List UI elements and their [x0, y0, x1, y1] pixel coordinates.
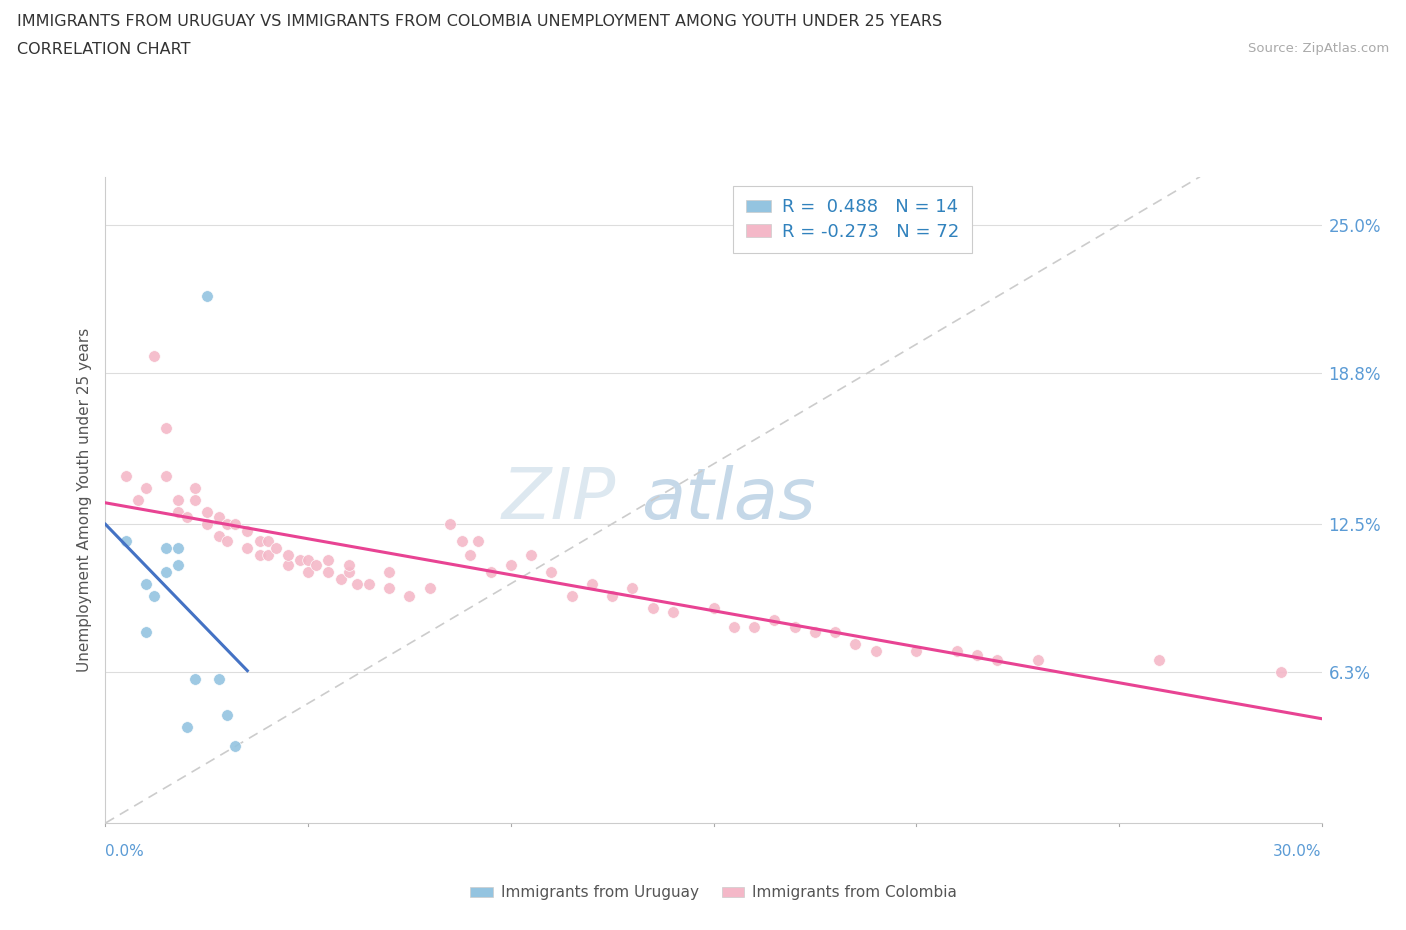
- Text: atlas: atlas: [641, 465, 815, 535]
- Point: [378, 565, 401, 579]
- Point: [337, 565, 360, 579]
- Point: [1026, 653, 1049, 668]
- Point: [581, 577, 603, 591]
- Point: [143, 588, 166, 603]
- Point: [905, 644, 928, 658]
- Legend: Immigrants from Uruguay, Immigrants from Colombia: Immigrants from Uruguay, Immigrants from…: [464, 879, 963, 907]
- Text: ZIP: ZIP: [502, 465, 616, 535]
- Point: [114, 533, 136, 548]
- Point: [236, 524, 259, 538]
- Point: [520, 548, 543, 563]
- Point: [277, 557, 299, 572]
- Point: [540, 565, 562, 579]
- Point: [865, 644, 887, 658]
- Point: [167, 504, 190, 519]
- Point: [297, 552, 319, 567]
- Point: [318, 552, 340, 567]
- Point: [256, 548, 278, 563]
- Point: [337, 557, 360, 572]
- Point: [641, 600, 664, 615]
- Point: [277, 548, 299, 563]
- Point: [167, 557, 190, 572]
- Point: [499, 557, 522, 572]
- Point: [224, 739, 246, 754]
- Point: [945, 644, 967, 658]
- Point: [783, 619, 806, 634]
- Point: [176, 510, 198, 525]
- Point: [236, 540, 259, 555]
- Point: [458, 548, 481, 563]
- Text: 30.0%: 30.0%: [1274, 844, 1322, 858]
- Point: [155, 469, 177, 484]
- Point: [217, 533, 239, 548]
- Point: [183, 672, 205, 687]
- Point: [966, 648, 988, 663]
- Point: [143, 349, 166, 364]
- Point: [305, 557, 328, 572]
- Point: [621, 581, 644, 596]
- Point: [1270, 665, 1292, 680]
- Point: [439, 516, 461, 531]
- Point: [176, 720, 198, 735]
- Text: Source: ZipAtlas.com: Source: ZipAtlas.com: [1249, 42, 1389, 55]
- Text: CORRELATION CHART: CORRELATION CHART: [17, 42, 190, 57]
- Point: [357, 577, 380, 591]
- Point: [288, 552, 311, 567]
- Point: [297, 565, 319, 579]
- Point: [135, 481, 157, 496]
- Point: [561, 588, 583, 603]
- Text: 0.0%: 0.0%: [105, 844, 145, 858]
- Point: [183, 481, 205, 496]
- Point: [208, 510, 231, 525]
- Point: [702, 600, 725, 615]
- Point: [329, 571, 352, 586]
- Point: [264, 540, 287, 555]
- Point: [127, 493, 149, 508]
- Point: [217, 516, 239, 531]
- Point: [346, 577, 368, 591]
- Point: [824, 624, 846, 639]
- Point: [217, 708, 239, 723]
- Point: [662, 604, 685, 619]
- Point: [763, 612, 786, 627]
- Point: [986, 653, 1008, 668]
- Point: [155, 420, 177, 435]
- Point: [467, 533, 489, 548]
- Point: [723, 619, 745, 634]
- Point: [419, 581, 441, 596]
- Point: [600, 588, 623, 603]
- Point: [451, 533, 474, 548]
- Point: [155, 565, 177, 579]
- Point: [155, 540, 177, 555]
- Point: [183, 493, 205, 508]
- Point: [195, 504, 218, 519]
- Point: [114, 469, 136, 484]
- Point: [135, 624, 157, 639]
- Point: [195, 516, 218, 531]
- Point: [318, 565, 340, 579]
- Point: [256, 533, 278, 548]
- Point: [208, 528, 231, 543]
- Text: IMMIGRANTS FROM URUGUAY VS IMMIGRANTS FROM COLOMBIA UNEMPLOYMENT AMONG YOUTH UND: IMMIGRANTS FROM URUGUAY VS IMMIGRANTS FR…: [17, 14, 942, 29]
- Point: [167, 493, 190, 508]
- Point: [844, 636, 866, 651]
- Point: [249, 533, 271, 548]
- Point: [398, 588, 420, 603]
- Point: [742, 619, 765, 634]
- Point: [249, 548, 271, 563]
- Point: [208, 672, 231, 687]
- Point: [135, 577, 157, 591]
- Point: [195, 289, 218, 304]
- Point: [378, 581, 401, 596]
- Point: [804, 624, 827, 639]
- Point: [1149, 653, 1171, 668]
- Y-axis label: Unemployment Among Youth under 25 years: Unemployment Among Youth under 25 years: [76, 327, 91, 672]
- Point: [167, 540, 190, 555]
- Point: [479, 565, 502, 579]
- Point: [224, 516, 246, 531]
